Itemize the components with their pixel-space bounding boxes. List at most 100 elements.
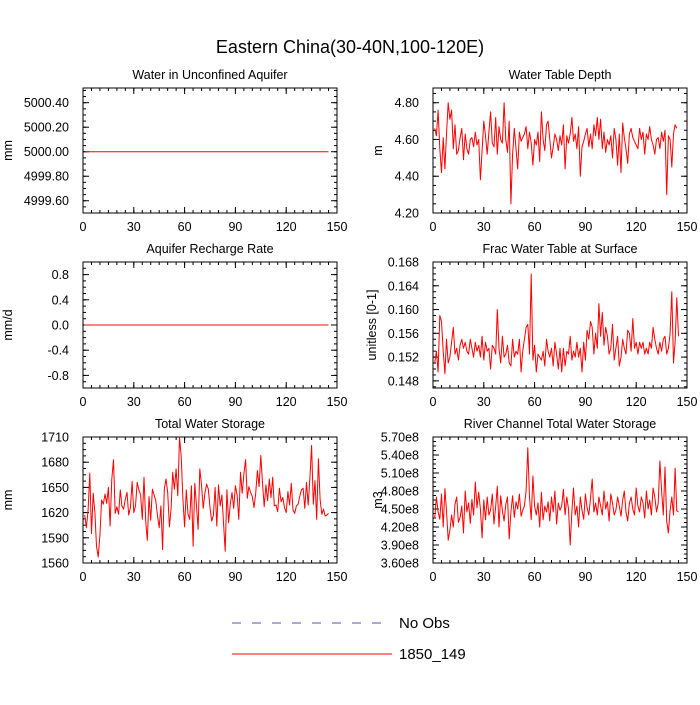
x-tick-label: 30 <box>477 570 491 584</box>
chart-panel: Frac Water Table at Surface unitless [0-1… <box>365 242 697 409</box>
y-tick-label: 5.10e8 <box>381 467 419 481</box>
x-tick-label: 90 <box>578 220 592 234</box>
y-axis-label: mm <box>1 490 15 511</box>
x-tick-label: 120 <box>626 395 647 409</box>
y-axis-label: mm <box>1 140 15 161</box>
x-tick-label: 150 <box>677 220 698 234</box>
y-tick-label: 5000.00 <box>24 145 69 159</box>
y-tick-label: 1710 <box>41 431 69 445</box>
y-tick-label: 4999.60 <box>24 194 69 208</box>
y-tick-label: -0.8 <box>47 369 69 383</box>
legend: No Obs 1850_149 <box>232 615 466 663</box>
y-axis-label: mm/d <box>1 309 15 340</box>
y-tick-label: 4.50e8 <box>381 503 419 517</box>
x-tick-label: 30 <box>477 220 491 234</box>
x-tick-label: 0 <box>430 570 437 584</box>
x-tick-label: 120 <box>276 570 297 584</box>
y-tick-label: 4999.80 <box>24 170 69 184</box>
panel-title: Water Table Depth <box>509 68 612 82</box>
series-line <box>84 436 329 558</box>
chart-panel: River Channel Total Water Storage m3 0 30 60… <box>371 417 697 584</box>
x-tick-label: 60 <box>178 570 192 584</box>
plot-frame <box>82 87 338 214</box>
plot-frame <box>432 261 688 389</box>
x-tick-label: 120 <box>276 220 297 234</box>
y-tick-label: 4.80e8 <box>381 485 419 499</box>
y-tick-label: 1650 <box>41 481 69 495</box>
y-tick-label: 0.164 <box>388 279 419 293</box>
chart-panel: Water Table Depth m 0 30 60 90 120 150 4.20 4.40 4… <box>371 68 697 234</box>
x-tick-label: 90 <box>228 220 242 234</box>
x-tick-label: 150 <box>327 395 348 409</box>
y-tick-label: 1560 <box>41 557 69 571</box>
x-tick-label: 150 <box>327 220 348 234</box>
y-tick-label: 0.160 <box>388 303 419 317</box>
y-tick-label: 5000.40 <box>24 96 69 110</box>
y-tick-label: 4.20 <box>395 207 419 221</box>
x-tick-label: 90 <box>228 395 242 409</box>
y-axis-label: unitless [0-1] <box>365 290 379 361</box>
y-tick-label: 1680 <box>41 456 69 470</box>
figure-title: Eastern China(30-40N,100-120E) <box>216 37 484 57</box>
chart-panel: Water in Unconfined Aquifer mm 0 30 60 90 120 1… <box>1 68 347 234</box>
y-tick-label: 4.20e8 <box>381 521 419 535</box>
x-tick-label: 60 <box>178 220 192 234</box>
y-tick-label: 4.40 <box>395 170 419 184</box>
panel-title: Water in Unconfined Aquifer <box>132 68 287 82</box>
legend-label-1850-149: 1850_149 <box>399 646 466 663</box>
y-tick-label: 5000.20 <box>24 121 69 135</box>
y-tick-label: 3.90e8 <box>381 539 419 553</box>
x-tick-label: 0 <box>430 395 437 409</box>
y-tick-label: 5.40e8 <box>381 449 419 463</box>
y-tick-label: 0.148 <box>388 374 419 388</box>
series-line <box>434 273 679 375</box>
x-tick-label: 90 <box>578 570 592 584</box>
x-tick-label: 150 <box>677 570 698 584</box>
y-tick-label: 5.70e8 <box>381 431 419 445</box>
x-tick-label: 90 <box>578 395 592 409</box>
y-tick-label: 1620 <box>41 506 69 520</box>
x-tick-label: 60 <box>528 570 542 584</box>
x-tick-label: 150 <box>327 570 348 584</box>
series-line <box>434 447 679 546</box>
y-axis-label: m <box>371 145 385 155</box>
x-tick-label: 60 <box>178 395 192 409</box>
x-tick-label: 120 <box>626 220 647 234</box>
x-tick-label: 0 <box>80 220 87 234</box>
x-tick-label: 120 <box>276 395 297 409</box>
y-tick-label: 0.152 <box>388 351 419 365</box>
x-tick-label: 0 <box>80 395 87 409</box>
y-tick-label: 0.8 <box>52 268 69 282</box>
y-tick-label: 0.4 <box>52 293 69 307</box>
x-tick-label: 90 <box>228 570 242 584</box>
y-tick-label: 0.168 <box>388 256 419 270</box>
x-tick-label: 30 <box>127 220 141 234</box>
x-tick-label: 0 <box>80 570 87 584</box>
x-tick-label: 30 <box>477 395 491 409</box>
plot-frame <box>432 436 688 564</box>
series-line <box>434 102 678 205</box>
y-tick-label: 0.0 <box>52 319 69 333</box>
y-tick-label: 4.60 <box>395 133 419 147</box>
y-tick-label: -0.4 <box>47 344 69 358</box>
panel-title: Frac Water Table at Surface <box>483 242 638 256</box>
x-tick-label: 60 <box>528 220 542 234</box>
y-tick-label: 3.60e8 <box>381 557 419 571</box>
x-tick-label: 30 <box>127 395 141 409</box>
y-tick-label: 0.156 <box>388 327 419 341</box>
y-tick-label: 1590 <box>41 531 69 545</box>
legend-label-no-obs: No Obs <box>399 615 450 632</box>
panel-title: Aquifer Recharge Rate <box>146 242 273 256</box>
x-tick-label: 150 <box>677 395 698 409</box>
x-tick-label: 0 <box>430 220 437 234</box>
x-tick-label: 120 <box>626 570 647 584</box>
chart-panel: Total Water Storage mm 0 30 60 90 120 150 1560 15… <box>1 417 347 584</box>
y-tick-label: 4.80 <box>395 96 419 110</box>
panel-title: Total Water Storage <box>155 417 265 431</box>
y-axis-label: m3 <box>371 491 385 508</box>
x-tick-label: 60 <box>528 395 542 409</box>
plot-frame <box>432 87 688 214</box>
chart-panel: Aquifer Recharge Rate mm/d 0 30 60 90 120 150 -0… <box>1 242 347 409</box>
